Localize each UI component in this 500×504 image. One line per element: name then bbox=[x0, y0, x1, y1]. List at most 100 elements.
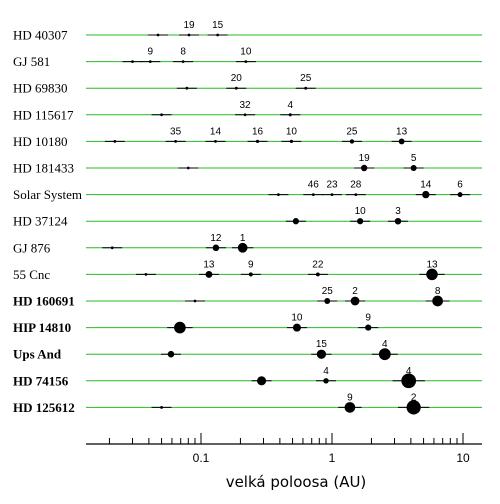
system-labels: HD 40307 GJ 581 HD 69830 HD 115617 HD 10180 H… bbox=[13, 28, 82, 415]
system-name: HD 181433 bbox=[13, 161, 74, 176]
planet-marker bbox=[288, 113, 292, 117]
planet-marker bbox=[315, 272, 320, 277]
planet-label: 9 bbox=[248, 259, 254, 270]
x-tick-label: 0.1 bbox=[193, 451, 210, 465]
planet-marker bbox=[110, 246, 114, 250]
planet-label: 10 bbox=[286, 126, 298, 137]
planet-label: 9 bbox=[147, 47, 153, 58]
planet-marker bbox=[144, 273, 148, 276]
planet-label: 4 bbox=[323, 366, 329, 377]
planet-marker bbox=[426, 268, 438, 281]
planet-marker bbox=[244, 60, 248, 63]
x-tick-label: 1 bbox=[329, 451, 336, 465]
planet-marker bbox=[243, 113, 247, 117]
planet-marker bbox=[193, 299, 197, 303]
planet-label: 4 bbox=[406, 366, 412, 377]
planet-label: 2 bbox=[411, 392, 417, 403]
planet-marker bbox=[422, 190, 430, 199]
system-name: HD 37124 bbox=[13, 214, 68, 229]
planet-label: 10 bbox=[291, 313, 303, 324]
system-name: Ups And bbox=[13, 347, 62, 362]
planet-marker bbox=[289, 139, 294, 144]
planet-marker bbox=[357, 218, 364, 225]
planet-marker bbox=[365, 324, 372, 331]
planet-marker bbox=[304, 86, 308, 90]
planet-label: 25 bbox=[322, 286, 334, 297]
planet-marker bbox=[248, 272, 253, 277]
system-name: Solar System bbox=[13, 187, 82, 202]
planet-marker bbox=[174, 321, 186, 334]
planet-marker bbox=[160, 405, 164, 409]
planet-marker bbox=[212, 244, 220, 252]
system-name: HD 69830 bbox=[13, 81, 68, 96]
planet-marker bbox=[350, 296, 360, 306]
planet-label: 12 bbox=[210, 233, 222, 244]
planet-marker bbox=[160, 113, 163, 117]
planet-marker bbox=[186, 166, 190, 170]
planet-label: 8 bbox=[435, 286, 441, 297]
planet-marker bbox=[330, 193, 334, 197]
planet-marker bbox=[185, 86, 189, 90]
x-axis-ticks: 0.1 1 10 bbox=[108, 433, 470, 465]
planet-marker bbox=[174, 140, 178, 143]
planet-marker bbox=[167, 350, 175, 358]
planet-marker bbox=[394, 217, 402, 225]
system-name: HD 125612 bbox=[13, 400, 75, 415]
planet-marker bbox=[205, 270, 213, 278]
planet-marker bbox=[311, 193, 315, 197]
planet-marker bbox=[398, 138, 405, 145]
planet-marker bbox=[401, 373, 417, 389]
system-name: 55 Cnc bbox=[13, 267, 50, 282]
planet-marker bbox=[410, 164, 417, 172]
system-name: HIP 14810 bbox=[13, 320, 71, 335]
planet-label: 2 bbox=[352, 286, 358, 297]
planet-label: 9 bbox=[365, 313, 371, 324]
planet-marker bbox=[360, 164, 368, 172]
planet-label: 10 bbox=[355, 206, 367, 217]
planet-label: 25 bbox=[346, 126, 358, 137]
planet-label: 10 bbox=[240, 47, 252, 58]
planet-marker bbox=[406, 400, 421, 415]
planet-label: 4 bbox=[382, 339, 388, 350]
system-name: GJ 876 bbox=[13, 240, 51, 255]
planet-marker bbox=[181, 60, 185, 63]
planet-label: 19 bbox=[183, 20, 195, 31]
planet-label: 20 bbox=[231, 73, 243, 84]
planet-marker bbox=[354, 193, 358, 197]
x-axis-label: velká poloosa (AU) bbox=[226, 473, 367, 491]
planet-label: 3 bbox=[395, 206, 401, 217]
planet-label: 16 bbox=[252, 126, 264, 137]
planet-marker bbox=[255, 139, 260, 144]
planet-label: 6 bbox=[457, 180, 463, 191]
planet-marker bbox=[214, 140, 217, 143]
planet-label: 13 bbox=[396, 126, 408, 137]
planet-label: 23 bbox=[326, 180, 338, 191]
planet-label: 8 bbox=[180, 47, 186, 58]
planet-marker bbox=[344, 402, 356, 413]
system-tracks bbox=[86, 34, 482, 408]
planet-marker bbox=[237, 242, 248, 253]
planet-marker bbox=[432, 295, 443, 307]
system-name: GJ 581 bbox=[13, 54, 50, 69]
system-name: HD 10180 bbox=[13, 134, 68, 149]
planet-marker bbox=[216, 33, 220, 37]
planet-marker bbox=[378, 348, 391, 361]
planet-label: 1 bbox=[240, 233, 246, 244]
planet-marker bbox=[148, 60, 152, 63]
planet-label: 19 bbox=[359, 153, 371, 164]
system-name: HD 74156 bbox=[13, 373, 69, 388]
planet-marker bbox=[457, 192, 463, 198]
planet-marker bbox=[131, 60, 134, 63]
planet-label: 15 bbox=[316, 339, 328, 350]
planet-marker bbox=[113, 140, 117, 143]
planet-label: 13 bbox=[426, 259, 438, 270]
planet-label: 14 bbox=[210, 126, 222, 137]
system-name: HD 40307 bbox=[13, 28, 68, 43]
planet-label: 22 bbox=[312, 259, 324, 270]
x-axis: 0.1 1 10 velká poloosa (AU) bbox=[86, 433, 482, 491]
planet-marker bbox=[234, 86, 238, 90]
planet-marker bbox=[187, 33, 191, 37]
planet-label: 4 bbox=[287, 100, 293, 111]
